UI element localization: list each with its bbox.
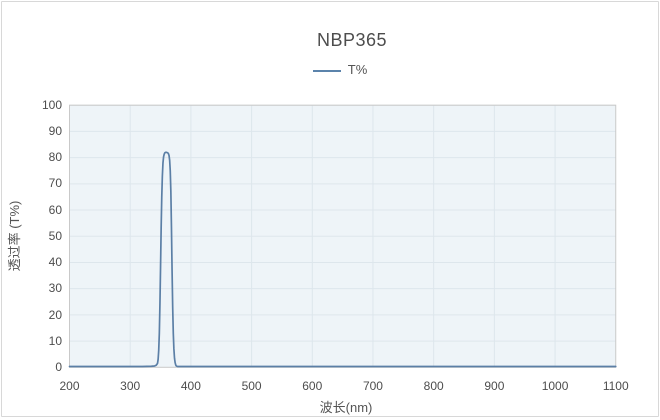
svg-text:500: 500 [242,379,262,393]
svg-text:90: 90 [49,124,63,138]
svg-text:波长(nm): 波长(nm) [320,400,373,415]
svg-text:80: 80 [49,150,63,164]
svg-text:1000: 1000 [542,379,569,393]
svg-text:700: 700 [363,379,383,393]
svg-text:70: 70 [49,176,63,190]
svg-text:40: 40 [49,255,63,269]
svg-text:透过率 (T%): 透过率 (T%) [7,201,22,272]
svg-text:20: 20 [49,308,63,322]
svg-text:10: 10 [49,334,63,348]
svg-text:600: 600 [302,379,322,393]
svg-text:200: 200 [59,379,79,393]
svg-text:1100: 1100 [603,379,629,393]
svg-text:800: 800 [424,379,444,393]
svg-text:300: 300 [120,379,140,393]
svg-text:50: 50 [49,229,63,243]
svg-text:900: 900 [484,379,504,393]
svg-text:0: 0 [55,360,62,374]
svg-text:100: 100 [42,98,62,112]
svg-text:400: 400 [181,379,201,393]
svg-text:30: 30 [49,281,63,295]
svg-text:60: 60 [49,203,63,217]
